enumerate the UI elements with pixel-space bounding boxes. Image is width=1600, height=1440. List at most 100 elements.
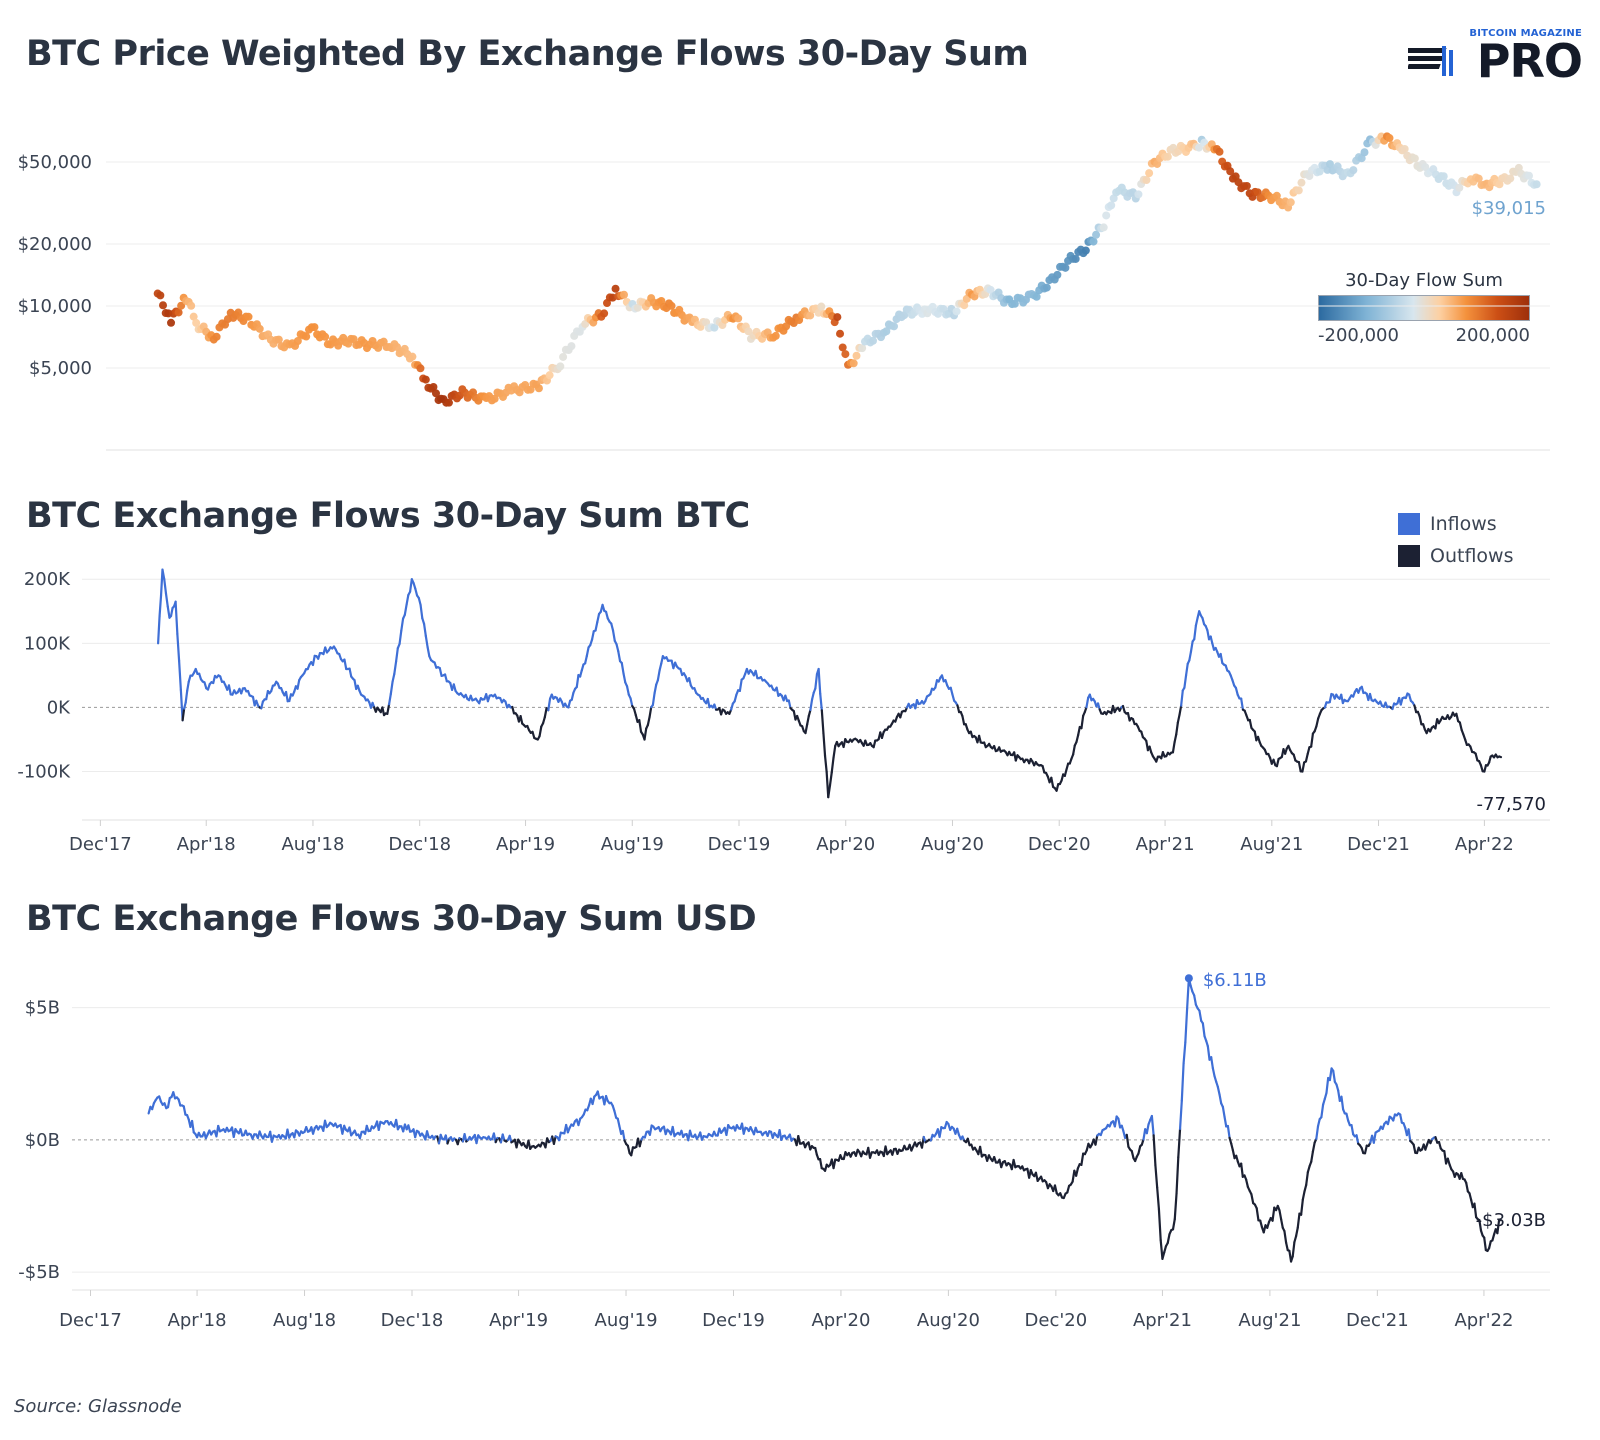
x-tick-label: Dec'19 — [708, 834, 771, 855]
price-point — [1315, 167, 1324, 176]
series-segment-inflow — [787, 699, 792, 710]
x-tick-label: Aug'21 — [1240, 834, 1303, 855]
series-segment-outflow — [1468, 1192, 1473, 1202]
series-segment-outflow — [806, 714, 810, 726]
price-point — [559, 352, 568, 361]
series-segment-outflow — [1297, 760, 1302, 773]
series-segment-inflow — [260, 700, 265, 710]
series-segment-outflow — [1173, 733, 1178, 744]
price-point — [1286, 198, 1295, 207]
series-segment-inflow — [1407, 1128, 1412, 1143]
price-point — [444, 398, 453, 407]
series-segment-inflow — [389, 680, 394, 696]
series-segment-inflow — [422, 622, 427, 638]
series-segment-outflow — [1306, 746, 1311, 756]
series-segment-outflow — [1363, 1144, 1368, 1155]
series-segment-outflow — [1315, 717, 1320, 728]
series-segment-outflow — [797, 1134, 802, 1145]
price-point — [1242, 181, 1251, 190]
price-point — [1032, 292, 1041, 301]
series-segment-outflow — [1275, 757, 1280, 768]
price-point — [1071, 254, 1080, 263]
series-segment-inflow — [284, 690, 289, 703]
price-point — [392, 343, 401, 352]
series-segment-inflow — [311, 654, 316, 667]
series-segment-inflow — [1201, 1022, 1206, 1038]
peak-annotation-label: $6.11B — [1203, 970, 1267, 991]
series-segment-inflow — [158, 594, 163, 618]
price-point — [321, 332, 330, 341]
series-segment-outflow — [1178, 704, 1183, 716]
series-segment-outflow — [386, 703, 391, 715]
price-point — [1385, 134, 1394, 143]
series-segment-outflow — [1072, 744, 1076, 756]
series-segment-inflow — [671, 1125, 676, 1138]
series-segment-outflow — [1175, 1156, 1180, 1195]
series-segment-inflow — [190, 1119, 195, 1134]
series-segment-inflow — [452, 683, 457, 693]
price-point — [1142, 176, 1151, 185]
series-segment-inflow — [1145, 1123, 1150, 1135]
series-segment-outflow — [1176, 713, 1181, 724]
series-segment-inflow — [591, 1095, 596, 1106]
series-segment-inflow — [625, 685, 630, 696]
series-segment-inflow — [1386, 1115, 1391, 1126]
series-segment-inflow — [594, 621, 599, 632]
series-segment-inflow — [391, 672, 396, 683]
x-tick-label: Dec'21 — [1346, 1310, 1409, 1331]
series-segment-outflow — [1498, 755, 1503, 759]
x-tick-label: Dec'17 — [59, 1310, 122, 1331]
series-segment-inflow — [1193, 624, 1198, 641]
series-segment-outflow — [1154, 1164, 1159, 1189]
series-segment-inflow — [1315, 1125, 1320, 1140]
price-point — [633, 303, 642, 312]
series-segment-outflow — [646, 716, 651, 727]
series-segment-inflow — [596, 1090, 601, 1100]
x-tick-label: Aug'18 — [273, 1310, 336, 1331]
price-point — [408, 352, 417, 361]
series-segment-inflow — [570, 691, 575, 701]
price-point — [1102, 211, 1111, 220]
x-tick-label: Dec'21 — [1347, 834, 1410, 855]
price-point — [192, 318, 201, 327]
series-segment-outflow — [1418, 715, 1423, 726]
price-point — [1099, 223, 1108, 232]
x-tick-label: Apr'20 — [816, 834, 875, 855]
price-point — [1272, 191, 1281, 200]
series-segment-outflow — [1300, 1198, 1304, 1216]
price-point — [986, 285, 995, 294]
legend-label-outflows: Outflows — [1430, 545, 1514, 567]
price-point — [1081, 246, 1090, 255]
series-segment-inflow — [1186, 977, 1190, 1010]
series-segment-outflow — [1455, 712, 1460, 723]
series-segment-inflow — [1234, 686, 1239, 696]
price-y-tick-label: $50,000 — [18, 152, 92, 173]
y-tick-label: -100K — [17, 762, 71, 783]
series-segment-inflow — [1325, 1076, 1330, 1094]
series-segment-inflow — [817, 667, 822, 695]
price-point — [620, 290, 629, 299]
series-segment-inflow — [405, 593, 410, 606]
price-point — [1145, 169, 1154, 178]
price-y-tick-label: $5,000 — [29, 358, 92, 379]
series-segment-inflow — [706, 697, 711, 709]
series-segment-outflow — [1294, 1226, 1299, 1238]
series-segment-inflow — [1188, 650, 1193, 662]
x-tick-label: Dec'18 — [381, 1310, 444, 1331]
series-segment-inflow — [424, 634, 429, 649]
price-point — [421, 375, 430, 384]
y-tick-label: -$5B — [18, 1262, 60, 1283]
flows-legend: Inflows Outflows — [1398, 508, 1513, 572]
series-segment-inflow — [1180, 1062, 1185, 1102]
series-segment-outflow — [1171, 1218, 1176, 1231]
series-segment-inflow — [186, 680, 190, 692]
price-point — [1514, 163, 1523, 172]
price-point — [156, 291, 165, 300]
colorbar-max-label: 200,000 — [1455, 325, 1530, 346]
series-segment-inflow — [596, 612, 601, 624]
series-segment-inflow — [1355, 1134, 1360, 1145]
price-last-value-label: $39,015 — [1472, 198, 1546, 219]
price-point — [274, 335, 283, 344]
x-tick-label: Apr'21 — [1136, 834, 1195, 855]
series-segment-outflow — [1166, 1233, 1171, 1245]
